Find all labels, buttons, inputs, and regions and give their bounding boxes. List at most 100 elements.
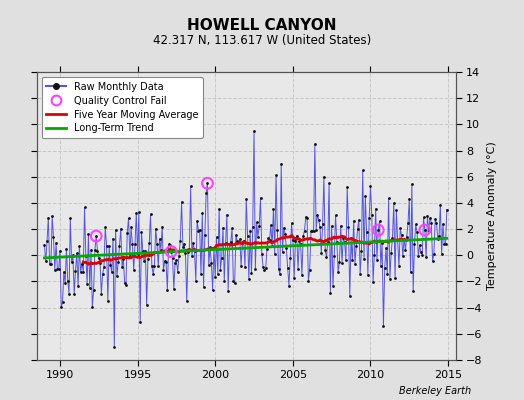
Point <box>105 243 113 250</box>
Point <box>276 271 284 278</box>
Point <box>424 228 433 234</box>
Point <box>317 250 325 256</box>
Point <box>116 226 125 232</box>
Point <box>189 240 198 246</box>
Point <box>303 214 311 221</box>
Point <box>343 184 352 190</box>
Point <box>165 241 173 247</box>
Point <box>203 180 212 186</box>
Point <box>259 264 267 270</box>
Point <box>56 248 64 254</box>
Point <box>429 258 437 264</box>
Point <box>91 247 99 254</box>
Point <box>87 247 95 253</box>
Point <box>78 260 86 267</box>
Point <box>220 278 228 284</box>
Point <box>414 253 422 259</box>
Point <box>344 223 353 230</box>
Point <box>286 254 294 261</box>
Point <box>370 251 378 258</box>
Point <box>383 271 391 277</box>
Point <box>295 238 303 245</box>
Point <box>77 269 85 275</box>
Point <box>378 240 386 246</box>
Point <box>141 247 149 254</box>
Point <box>312 226 320 233</box>
Point <box>144 256 152 262</box>
Point <box>389 200 398 206</box>
Point <box>226 239 235 245</box>
Point <box>400 235 408 242</box>
Point <box>251 266 259 272</box>
Point <box>214 270 222 277</box>
Point <box>51 266 59 273</box>
Point <box>238 239 247 245</box>
Point <box>74 283 82 290</box>
Point <box>255 223 264 229</box>
Point <box>219 225 227 231</box>
Point <box>331 212 340 218</box>
Point <box>322 254 331 260</box>
Point <box>320 174 328 180</box>
Point <box>242 196 250 202</box>
Point <box>100 264 108 270</box>
Point <box>375 218 384 224</box>
Point <box>69 252 77 258</box>
Point <box>338 259 346 266</box>
Point <box>211 274 220 280</box>
Point <box>353 226 362 233</box>
Text: 42.317 N, 113.617 W (United States): 42.317 N, 113.617 W (United States) <box>153 34 371 47</box>
Point <box>154 263 162 270</box>
Point <box>366 183 375 190</box>
Point <box>239 237 248 244</box>
Point <box>347 235 355 241</box>
Point <box>386 275 394 282</box>
Point <box>423 212 432 219</box>
Point <box>335 259 344 266</box>
Point <box>355 217 363 223</box>
Point <box>421 227 429 233</box>
Point <box>156 236 164 242</box>
Point <box>75 243 83 250</box>
Point <box>173 269 182 276</box>
Point <box>112 227 120 233</box>
Point <box>360 256 368 263</box>
Point <box>231 280 239 286</box>
Point <box>96 260 104 266</box>
Point <box>433 236 442 242</box>
Point <box>291 238 300 244</box>
Point <box>292 232 301 239</box>
Point <box>401 247 410 254</box>
Point <box>253 219 261 226</box>
Point <box>88 304 96 310</box>
Point <box>85 284 94 291</box>
Point <box>160 258 169 264</box>
Point <box>273 227 281 233</box>
Point <box>47 260 55 267</box>
Point <box>379 323 388 330</box>
Point <box>143 302 151 308</box>
Point <box>224 288 232 294</box>
Point <box>92 233 101 239</box>
Y-axis label: Temperature Anomaly (°C): Temperature Anomaly (°C) <box>487 142 497 290</box>
Point <box>162 259 170 266</box>
Point <box>399 253 407 259</box>
Point <box>148 263 156 270</box>
Point <box>149 270 157 277</box>
Point <box>411 221 420 228</box>
Point <box>187 183 195 190</box>
Point <box>127 224 135 230</box>
Point <box>368 212 376 218</box>
Point <box>431 216 439 222</box>
Point <box>60 268 68 275</box>
Point <box>287 220 296 227</box>
Point <box>119 256 127 262</box>
Point <box>307 228 315 235</box>
Point <box>234 239 243 245</box>
Point <box>217 254 226 261</box>
Point <box>268 243 276 250</box>
Point <box>79 268 88 275</box>
Point <box>172 257 181 264</box>
Point <box>326 290 334 296</box>
Point <box>128 241 137 247</box>
